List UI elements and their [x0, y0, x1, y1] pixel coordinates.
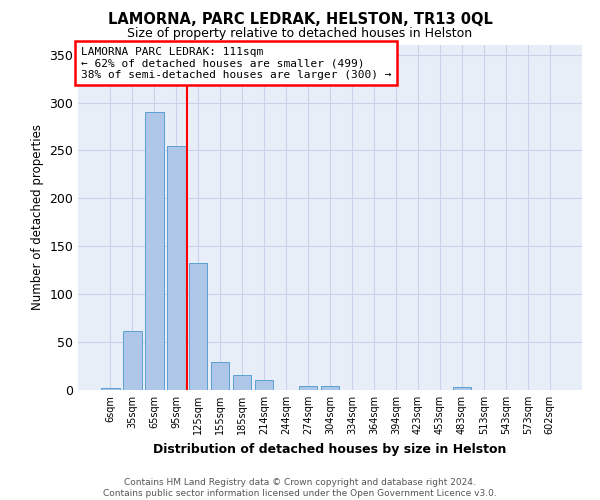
X-axis label: Distribution of detached houses by size in Helston: Distribution of detached houses by size … [154, 442, 506, 456]
Bar [189, 262, 208, 390]
Bar [211, 362, 229, 390]
Text: Size of property relative to detached houses in Helston: Size of property relative to detached ho… [127, 28, 473, 40]
Y-axis label: Number of detached properties: Number of detached properties [31, 124, 44, 310]
Bar [145, 112, 164, 390]
Bar [452, 387, 471, 390]
Bar [167, 146, 185, 390]
Text: Contains HM Land Registry data © Crown copyright and database right 2024.
Contai: Contains HM Land Registry data © Crown c… [103, 478, 497, 498]
Text: LAMORNA, PARC LEDRAK, HELSTON, TR13 0QL: LAMORNA, PARC LEDRAK, HELSTON, TR13 0QL [107, 12, 493, 28]
Bar [299, 386, 317, 390]
Bar [123, 330, 142, 390]
Bar [255, 380, 274, 390]
Text: LAMORNA PARC LEDRAK: 111sqm
← 62% of detached houses are smaller (499)
38% of se: LAMORNA PARC LEDRAK: 111sqm ← 62% of det… [80, 46, 391, 80]
Bar [320, 386, 340, 390]
Bar [233, 374, 251, 390]
Bar [101, 388, 119, 390]
